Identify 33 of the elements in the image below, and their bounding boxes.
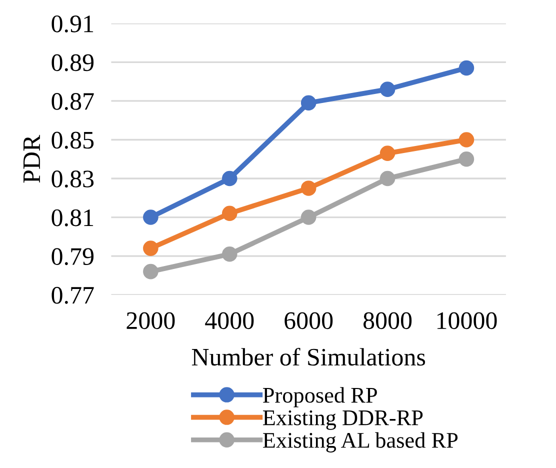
point: [222, 246, 238, 262]
y-tick-label: 0.91: [52, 15, 94, 32]
point: [143, 210, 158, 225]
legend-label: Existing DDR-RP: [263, 410, 423, 430]
point: [380, 170, 396, 186]
x-tick-label: 10000: [437, 312, 497, 330]
point: [380, 82, 396, 97]
point: [300, 180, 316, 196]
x-tick-label: 6000: [284, 312, 333, 330]
point: [300, 95, 316, 111]
legend-label: Proposed RP: [263, 387, 377, 408]
y-tick-label: 0.81: [52, 209, 94, 226]
y-tick-label: 0.83: [52, 170, 94, 188]
point: [143, 264, 158, 280]
point: [222, 206, 238, 222]
y-tick-label: 0.89: [52, 54, 94, 72]
y-tick-label: 0.85: [52, 132, 94, 149]
point: [222, 170, 238, 186]
y-tick-label: 0.87: [52, 93, 94, 110]
y-axis-title: PDR: [24, 134, 40, 183]
point: [458, 151, 474, 167]
y-tick-label: 0.77: [52, 286, 94, 304]
point: [458, 60, 474, 76]
point: [380, 146, 396, 161]
legend-label: Existing AL based RP: [263, 432, 458, 452]
x-axis-title: Number of Simulations: [192, 348, 426, 366]
point: [458, 132, 474, 148]
x-tick-label: 8000: [363, 312, 412, 330]
x-tick-label: 2000: [126, 312, 175, 330]
point: [300, 210, 316, 225]
y-tick-label: 0.79: [52, 248, 94, 266]
x-tick-label: 4000: [205, 312, 254, 330]
point: [143, 240, 158, 256]
